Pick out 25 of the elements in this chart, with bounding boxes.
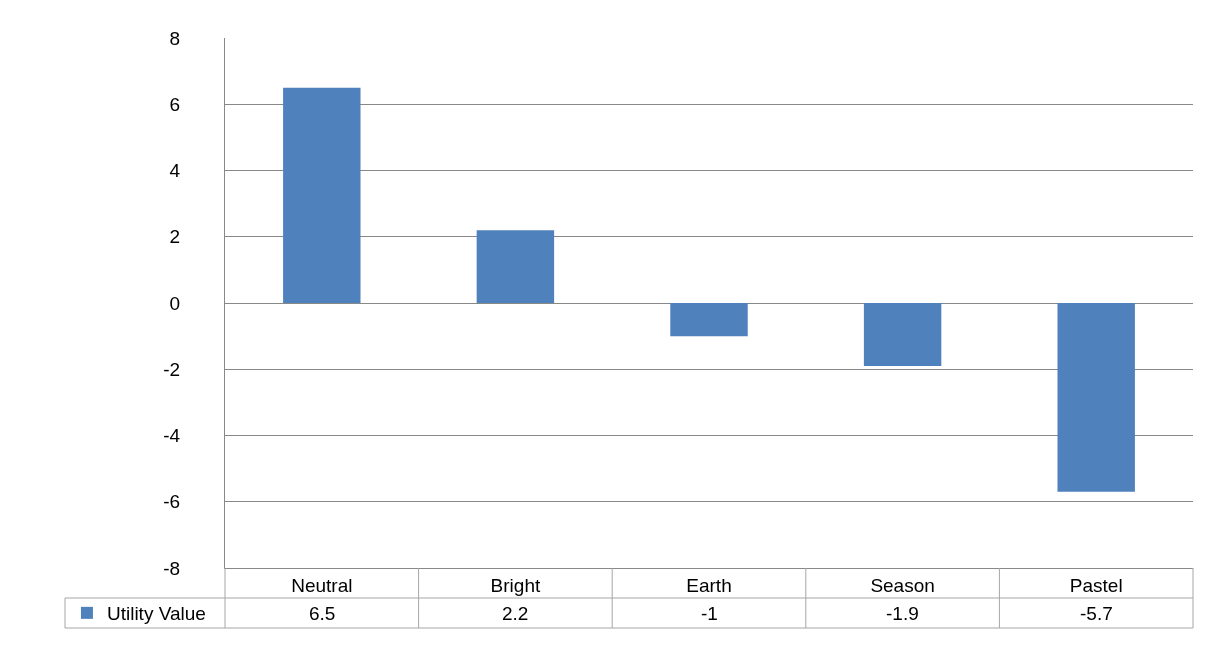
data-label: -1 [701, 603, 718, 624]
bar [863, 303, 942, 366]
x-tick-label: Pastel [1069, 574, 1123, 596]
x-tick-label: Season [870, 574, 935, 596]
y-tick-label: -4 [163, 425, 181, 447]
bar [1057, 303, 1135, 492]
data-label: 6.5 [309, 603, 336, 624]
data-label: -5.7 [1080, 603, 1113, 624]
y-tick-label: 2 [169, 226, 181, 248]
bar [670, 303, 748, 337]
y-tick-label: 8 [169, 27, 181, 49]
y-tick-label: 0 [169, 292, 181, 314]
y-tick-label: -6 [163, 491, 181, 513]
data-label: 2.2 [502, 603, 529, 624]
bar [476, 230, 555, 303]
bar [283, 87, 361, 303]
x-tick-label: Earth [686, 574, 732, 596]
y-tick-label: -2 [163, 358, 181, 380]
legend-label: Utility Value [106, 603, 206, 625]
data-label: -1.9 [886, 603, 919, 624]
y-tick-label: 4 [169, 160, 181, 182]
y-tick-label: -8 [163, 557, 181, 579]
y-tick-label: 6 [169, 93, 181, 115]
x-tick-label: Bright [490, 574, 541, 596]
x-tick-label: Neutral [291, 574, 353, 596]
